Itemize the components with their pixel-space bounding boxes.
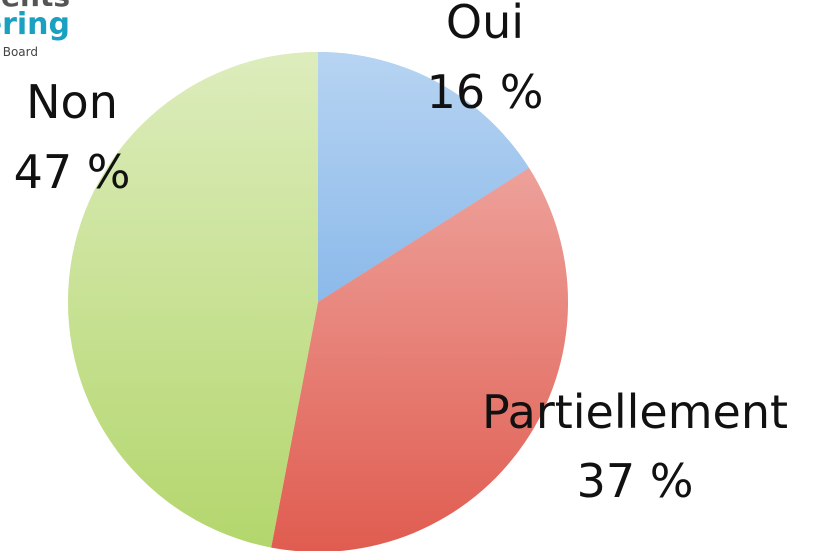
logo-text: ering <box>0 7 70 42</box>
slice-shine <box>67 52 319 548</box>
value-label: 47 % <box>14 145 131 199</box>
logo-text: Board <box>3 45 38 59</box>
slice-label: Partiellement <box>482 385 788 439</box>
slice-shine <box>271 168 568 551</box>
slice-label: Oui <box>446 0 524 49</box>
logo-text: ments <box>0 0 70 13</box>
slice-label: Non <box>26 75 118 129</box>
slice-shine <box>318 52 530 302</box>
value-label: 16 % <box>427 65 544 119</box>
value-label: 37 % <box>577 454 694 508</box>
